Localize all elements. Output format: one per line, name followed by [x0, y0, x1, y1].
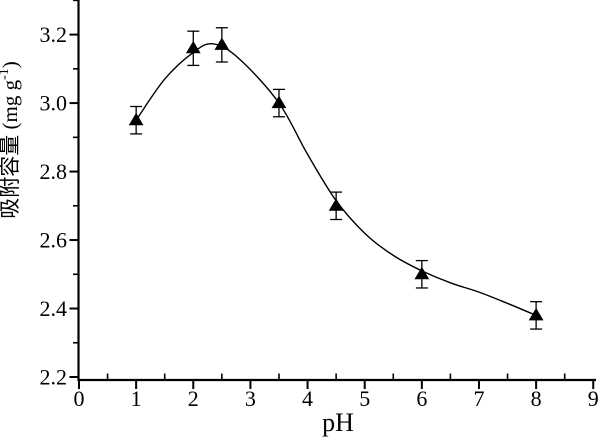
data-point	[528, 301, 544, 330]
y-axis-title-unit: (mg g	[0, 79, 22, 134]
data-point	[328, 191, 344, 221]
triangle-marker	[214, 37, 230, 50]
data-point	[128, 105, 144, 135]
data-point	[185, 30, 201, 67]
data-points-layer	[128, 27, 544, 330]
fit-curve	[135, 42, 537, 317]
y-tick-label: 2.8	[40, 159, 68, 184]
y-tick-label: 3.0	[40, 91, 68, 116]
axes: 0 1 2 3 4 5 6 7 8 9 2.2 2.4 2.6 2.8 3.0 3.2	[40, 0, 599, 411]
data-point	[414, 259, 430, 289]
x-tick-label: 6	[416, 386, 427, 411]
fit-curve-layer	[135, 42, 537, 317]
data-point	[271, 88, 287, 118]
y-axis-title-unit-superscript: -1	[0, 68, 12, 80]
x-tick-label: 4	[302, 386, 313, 411]
y-axis-title-cn: 吸附容量	[0, 135, 22, 219]
y-tick-label: 2.6	[40, 228, 68, 253]
x-tick-label: 9	[588, 386, 599, 411]
y-axis-title: 吸附容量 (mg g-1)	[0, 61, 22, 219]
x-tick-label: 1	[131, 386, 142, 411]
y-tick-label: 2.2	[40, 365, 68, 390]
x-tick-label: 5	[359, 386, 370, 411]
data-point	[214, 27, 230, 63]
triangle-marker	[328, 198, 344, 211]
x-tick-label: 8	[531, 386, 542, 411]
triangle-marker	[414, 266, 430, 280]
y-axis-title-unit-close: )	[0, 61, 22, 68]
y-tick-label: 3.2	[40, 22, 68, 47]
x-tick-label: 0	[74, 386, 85, 411]
x-axis-title: pH	[322, 408, 354, 437]
triangle-marker	[528, 307, 544, 321]
triangle-marker	[185, 40, 201, 54]
y-tick-label: 2.4	[40, 296, 68, 321]
triangle-marker	[128, 112, 144, 126]
x-tick-label: 2	[188, 386, 199, 411]
triangle-marker	[271, 95, 287, 109]
x-tick-label: 7	[473, 386, 484, 411]
x-tick-label: 3	[245, 386, 256, 411]
